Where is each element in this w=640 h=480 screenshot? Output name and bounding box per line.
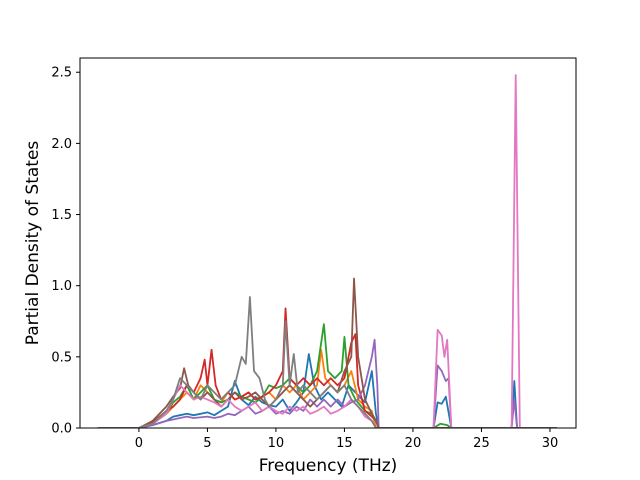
y-axis: 0.0 0.5 1.0 1.5 2.0 2.5	[51, 66, 80, 437]
y-tick-label: 0.5	[51, 350, 72, 365]
series-line-7	[97, 74, 557, 428]
x-axis-title: Frequency (THz)	[259, 456, 398, 476]
y-axis-title: Partial Density of States	[23, 141, 43, 346]
y-tick-label: 2.0	[51, 137, 72, 152]
y-tick-label: 1.5	[51, 208, 72, 223]
plot-area	[80, 58, 576, 428]
x-tick-label: 0	[135, 436, 143, 451]
series-line-5	[97, 338, 557, 428]
series-line-1	[97, 353, 557, 428]
x-tick-label: 20	[405, 436, 422, 451]
plot-frame	[79, 57, 577, 429]
x-tick-label: 5	[203, 436, 211, 451]
y-tick-label: 0.0	[51, 422, 72, 437]
series-layer	[97, 74, 557, 428]
series-line-8	[97, 296, 557, 428]
x-tick-label: 25	[473, 436, 490, 451]
y-tick-label: 2.5	[51, 66, 72, 81]
x-tick-label: 10	[268, 436, 285, 451]
y-tick-label: 1.0	[51, 279, 72, 294]
x-axis: 0 5 10 15 20 25 30	[135, 428, 558, 451]
x-tick-label: 15	[336, 436, 353, 451]
x-tick-label: 30	[542, 436, 559, 451]
